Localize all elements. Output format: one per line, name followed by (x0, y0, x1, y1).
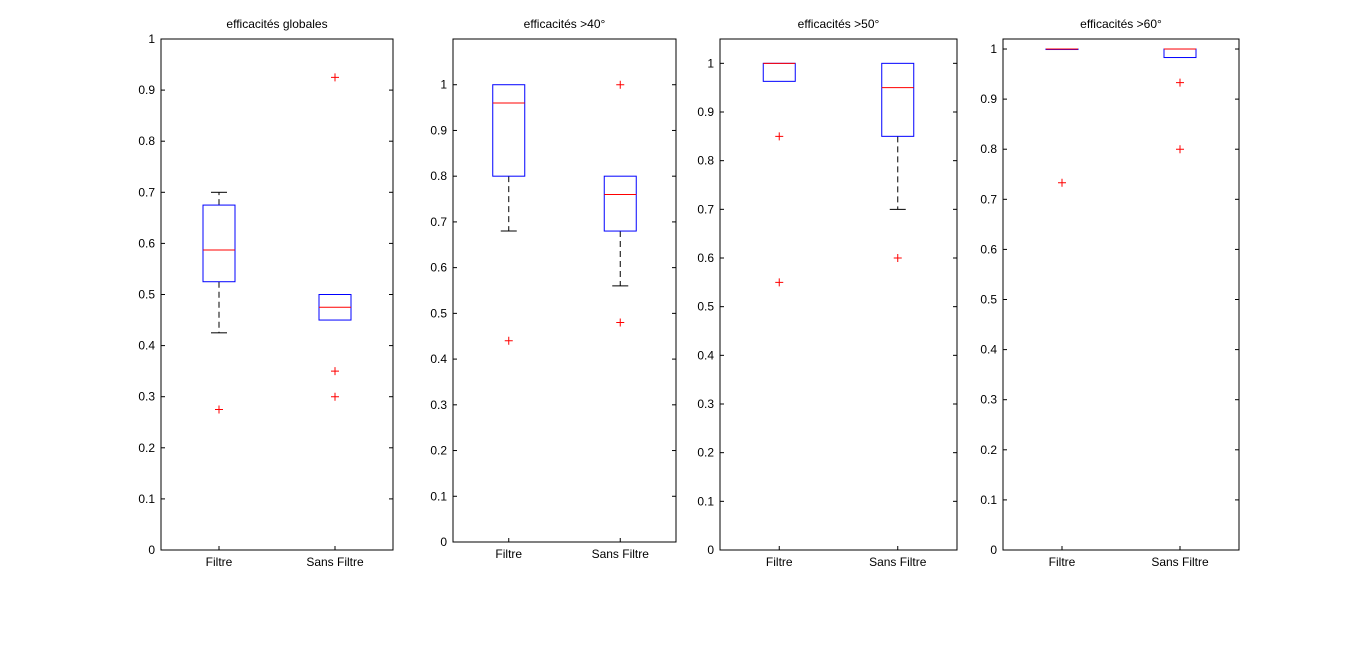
y-tick-label: 0 (148, 543, 155, 557)
y-tick-label: 0.6 (980, 242, 997, 256)
y-tick-label: 0.7 (697, 202, 714, 216)
outlier-point (775, 278, 784, 287)
y-tick-label: 0.6 (430, 261, 447, 275)
chart-title: efficacités globales (226, 17, 327, 31)
box-1 (1045, 48, 1079, 187)
boxplot-panel-1: 0 0.1 0.2 0.3 0.4 0.5 0.6 0.7 0.8 0.9 1 efficacités… (138, 17, 394, 569)
y-tick-label: 0.8 (980, 142, 997, 156)
y-tick-label: 0.6 (697, 251, 714, 265)
x-tick-label: Sans Filtre (869, 555, 927, 569)
x-tick-label: Filtre (495, 547, 522, 561)
outlier-point (1176, 78, 1184, 87)
axes-frame (719, 38, 958, 551)
y-tick-label: 0.8 (430, 169, 447, 183)
y-tick-label: 0.2 (138, 441, 155, 455)
y-tick-label: 0 (440, 535, 447, 549)
boxplot-panel-3: 0 0.1 0.2 0.3 0.4 0.5 0.6 0.7 0.8 0.9 1 efficacités… (697, 17, 958, 569)
outlier-point (1176, 145, 1184, 154)
y-tick-label: 0.2 (697, 446, 714, 460)
outlier-point (1058, 178, 1066, 187)
y-tick-label: 0.4 (430, 352, 447, 366)
y-tick-label: 0 (707, 543, 714, 557)
outlier-point (331, 392, 339, 401)
y-tick-label: 0.7 (430, 215, 447, 229)
y-tick-label: 0.1 (697, 494, 714, 508)
y-tick-label: 1 (440, 78, 447, 92)
box-1 (492, 84, 526, 345)
axes-frame (160, 38, 394, 551)
outlier-point (504, 336, 513, 345)
outlier-point (331, 73, 339, 82)
box-1 (762, 62, 796, 287)
y-tick-label: 0.8 (138, 134, 155, 148)
y-tick-label: 0.1 (980, 493, 997, 507)
y-tick-label: 0.3 (430, 398, 447, 412)
y-tick-label: 0.4 (697, 348, 714, 362)
y-tick-label: 0 (990, 543, 997, 557)
y-tick-label: 0.3 (697, 397, 714, 411)
y-tick-label: 0.4 (138, 339, 155, 353)
y-tick-label: 0.2 (980, 443, 997, 457)
y-tick-label: 0.3 (980, 393, 997, 407)
chart-title: efficacités >60° (1080, 17, 1162, 31)
box-2 (318, 73, 352, 401)
x-tick-label: Sans Filtre (592, 547, 650, 561)
outlier-point (331, 367, 339, 376)
box-iqr (492, 84, 526, 177)
outlier-point (893, 254, 902, 262)
y-tick-label: 0.5 (138, 288, 155, 302)
outlier-point (616, 80, 625, 89)
y-tick-label: 0.5 (697, 300, 714, 314)
axes-frame (452, 38, 677, 543)
x-tick-label: Sans Filtre (306, 555, 364, 569)
box-iqr (762, 62, 796, 82)
y-tick-label: 0.5 (430, 306, 447, 320)
y-tick-label: 0.9 (980, 92, 997, 106)
box-1 (202, 191, 236, 414)
outlier-point (775, 132, 784, 141)
x-tick-label: Filtre (766, 555, 793, 569)
y-tick-label: 0.8 (697, 154, 714, 168)
x-tick-label: Sans Filtre (1151, 555, 1209, 569)
chart-title: efficacités >50° (798, 17, 880, 31)
box-2 (1163, 48, 1197, 154)
outlier-point (215, 405, 223, 414)
outlier-point (616, 318, 625, 327)
y-tick-label: 0.4 (980, 343, 997, 357)
y-tick-label: 1 (707, 56, 714, 70)
x-tick-label: Filtre (1049, 555, 1076, 569)
axes-frame (1002, 38, 1240, 551)
box-2 (603, 80, 637, 327)
boxplot-panel-4: 0 0.1 0.2 0.3 0.4 0.5 0.6 0.7 0.8 0.9 1 efficacités… (980, 17, 1240, 569)
box-iqr (881, 62, 915, 137)
box-iqr (202, 204, 236, 283)
y-tick-label: 0.7 (980, 192, 997, 206)
chart-title: efficacités >40° (524, 17, 606, 31)
x-tick-label: Filtre (206, 555, 233, 569)
box-2 (881, 62, 915, 262)
box-iqr (603, 175, 637, 232)
y-tick-label: 0.9 (697, 105, 714, 119)
box-iqr (1163, 48, 1197, 59)
boxplot-panel-2: 0 0.1 0.2 0.3 0.4 0.5 0.6 0.7 0.8 0.9 1 efficacités… (430, 17, 677, 561)
y-tick-label: 0.9 (430, 123, 447, 137)
y-tick-label: 0.1 (138, 492, 155, 506)
y-tick-label: 0.6 (138, 236, 155, 250)
y-tick-label: 0.3 (138, 390, 155, 404)
y-tick-label: 0.1 (430, 489, 447, 503)
y-tick-label: 0.2 (430, 444, 447, 458)
y-tick-label: 0.7 (138, 185, 155, 199)
y-tick-label: 1 (148, 32, 155, 46)
y-tick-label: 1 (990, 42, 997, 56)
y-tick-label: 0.9 (138, 83, 155, 97)
y-tick-label: 0.5 (980, 293, 997, 307)
